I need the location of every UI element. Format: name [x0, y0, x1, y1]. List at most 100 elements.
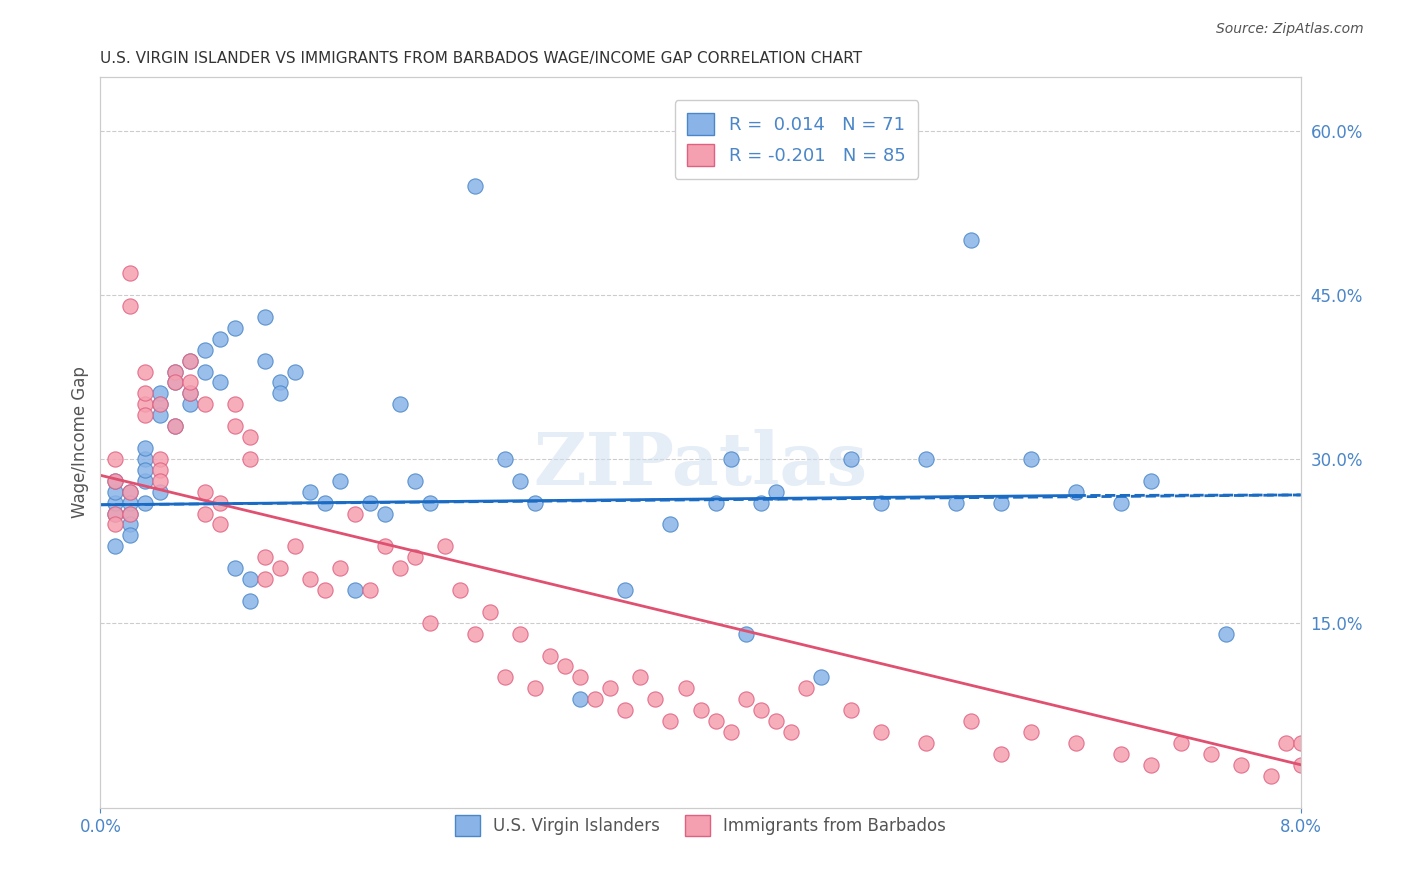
Point	[509, 626, 531, 640]
Point	[284, 539, 307, 553]
Point	[104, 539, 127, 553]
Point	[254, 353, 277, 368]
Point	[120, 507, 142, 521]
Point	[269, 386, 291, 401]
Point	[224, 320, 246, 334]
Y-axis label: Wage/Income Gap: Wage/Income Gap	[72, 367, 89, 518]
Point	[165, 419, 187, 434]
Point	[329, 561, 352, 575]
Point	[120, 528, 142, 542]
Point	[869, 725, 891, 739]
Legend: U.S. Virgin Islanders, Immigrants from Barbados: U.S. Virgin Islanders, Immigrants from B…	[447, 807, 955, 844]
Point	[569, 670, 592, 684]
Point	[134, 397, 156, 411]
Point	[404, 550, 426, 565]
Text: ZIPatlas: ZIPatlas	[533, 429, 868, 500]
Point	[554, 659, 576, 673]
Point	[914, 736, 936, 750]
Point	[179, 353, 201, 368]
Point	[1289, 757, 1312, 772]
Point	[224, 419, 246, 434]
Point	[104, 507, 127, 521]
Point	[990, 495, 1012, 509]
Point	[284, 364, 307, 378]
Point	[104, 495, 127, 509]
Point	[194, 507, 217, 521]
Point	[359, 495, 381, 509]
Point	[165, 419, 187, 434]
Point	[1019, 451, 1042, 466]
Point	[389, 397, 412, 411]
Point	[254, 550, 277, 565]
Point	[239, 430, 262, 444]
Point	[494, 451, 516, 466]
Point	[344, 582, 367, 597]
Point	[1109, 747, 1132, 761]
Point	[449, 582, 471, 597]
Point	[120, 299, 142, 313]
Point	[120, 507, 142, 521]
Point	[269, 561, 291, 575]
Point	[1019, 725, 1042, 739]
Point	[749, 703, 772, 717]
Text: Source: ZipAtlas.com: Source: ZipAtlas.com	[1216, 22, 1364, 37]
Point	[540, 648, 562, 663]
Point	[689, 703, 711, 717]
Point	[1229, 757, 1251, 772]
Point	[509, 474, 531, 488]
Point	[720, 725, 742, 739]
Point	[765, 484, 787, 499]
Point	[1139, 474, 1161, 488]
Point	[1260, 769, 1282, 783]
Point	[720, 451, 742, 466]
Point	[1064, 484, 1087, 499]
Point	[104, 474, 127, 488]
Point	[1215, 626, 1237, 640]
Point	[524, 495, 547, 509]
Point	[1109, 495, 1132, 509]
Point	[149, 463, 172, 477]
Point	[149, 408, 172, 422]
Point	[149, 397, 172, 411]
Point	[149, 386, 172, 401]
Point	[404, 474, 426, 488]
Point	[149, 484, 172, 499]
Point	[524, 681, 547, 696]
Point	[120, 517, 142, 532]
Point	[209, 517, 232, 532]
Point	[134, 451, 156, 466]
Point	[419, 615, 441, 630]
Point	[179, 376, 201, 390]
Point	[299, 484, 322, 499]
Point	[120, 495, 142, 509]
Point	[104, 474, 127, 488]
Point	[104, 517, 127, 532]
Point	[839, 451, 862, 466]
Point	[104, 484, 127, 499]
Point	[810, 670, 832, 684]
Point	[134, 463, 156, 477]
Point	[794, 681, 817, 696]
Point	[134, 386, 156, 401]
Point	[675, 681, 697, 696]
Point	[1199, 747, 1222, 761]
Point	[239, 594, 262, 608]
Point	[209, 495, 232, 509]
Point	[194, 343, 217, 357]
Point	[120, 484, 142, 499]
Point	[599, 681, 621, 696]
Point	[134, 364, 156, 378]
Point	[614, 582, 637, 597]
Point	[659, 714, 682, 728]
Point	[194, 397, 217, 411]
Point	[959, 714, 981, 728]
Point	[945, 495, 967, 509]
Point	[1274, 736, 1296, 750]
Point	[194, 484, 217, 499]
Point	[1170, 736, 1192, 750]
Point	[165, 364, 187, 378]
Point	[914, 451, 936, 466]
Point	[165, 364, 187, 378]
Point	[194, 364, 217, 378]
Point	[389, 561, 412, 575]
